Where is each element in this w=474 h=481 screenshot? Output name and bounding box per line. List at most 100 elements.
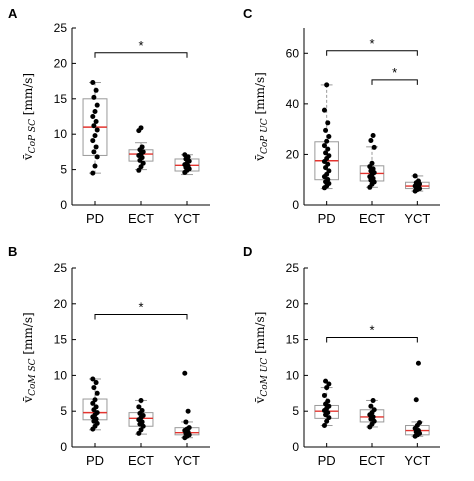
data-point xyxy=(321,392,327,398)
data-point xyxy=(93,144,99,150)
x-category-label: YCT xyxy=(404,211,430,226)
y-tick-label: 20 xyxy=(54,297,68,311)
data-point xyxy=(326,381,332,387)
y-tick-label: 15 xyxy=(286,333,300,347)
data-point xyxy=(325,176,331,182)
data-point xyxy=(324,138,330,144)
y-tick-label: 0 xyxy=(292,440,299,454)
data-point xyxy=(182,370,188,376)
x-category-label: PD xyxy=(86,211,104,226)
data-point xyxy=(94,102,100,108)
data-point xyxy=(324,418,330,424)
y-tick-label: 25 xyxy=(54,21,68,35)
data-point xyxy=(90,80,96,86)
data-point xyxy=(368,403,374,409)
data-point xyxy=(138,397,144,403)
panel-a: A 0 5 10 15 20 25 v̄CoP SC [mm/s] PD ECT YCT * xyxy=(8,6,210,226)
data-point xyxy=(417,420,423,426)
y-tick-label: 25 xyxy=(286,261,300,275)
y-tick-label: 5 xyxy=(292,404,299,418)
data-point xyxy=(326,415,332,421)
data-point xyxy=(93,380,99,386)
x-category-label: YCT xyxy=(174,211,200,226)
data-point xyxy=(369,160,375,166)
data-point xyxy=(368,138,374,144)
x-category-label: ECT xyxy=(359,211,385,226)
data-point xyxy=(90,376,96,382)
data-point xyxy=(92,397,98,403)
data-point xyxy=(93,87,99,93)
data-point xyxy=(412,173,418,179)
significance-star: * xyxy=(369,36,374,51)
data-point xyxy=(370,132,376,138)
significance-star: * xyxy=(138,38,143,53)
y-tick-label: 10 xyxy=(286,368,300,382)
data-point xyxy=(325,161,331,167)
y-tick-label: 5 xyxy=(60,163,67,177)
x-category-label: PD xyxy=(318,453,336,468)
panel-label: D xyxy=(243,244,252,259)
data-point xyxy=(323,150,329,156)
x-category-label: YCT xyxy=(174,453,200,468)
y-tick-label: 15 xyxy=(54,92,68,106)
data-point xyxy=(138,427,144,433)
x-category-label: ECT xyxy=(128,211,154,226)
panel-b: B 0 5 10 15 20 25 v̄CoM SC [mm/s] PD ECT YCT * xyxy=(8,244,210,468)
data-point xyxy=(91,385,97,391)
data-point xyxy=(94,127,100,133)
data-point xyxy=(90,170,96,176)
data-point xyxy=(93,404,99,410)
data-point xyxy=(324,385,330,391)
y-axis-label: v̄CoP UC [mm/s] xyxy=(253,72,270,162)
y-tick-label: 25 xyxy=(54,261,68,275)
data-point xyxy=(321,143,327,149)
data-point xyxy=(182,152,188,158)
data-point xyxy=(93,118,99,124)
data-point xyxy=(326,153,332,159)
y-tick-label: 20 xyxy=(286,147,300,161)
x-category-label: YCT xyxy=(404,453,430,468)
data-point xyxy=(415,178,421,184)
data-point xyxy=(139,407,145,413)
data-point xyxy=(91,149,97,155)
data-point xyxy=(326,168,332,174)
data-point xyxy=(371,407,377,413)
data-point xyxy=(185,408,191,414)
data-point xyxy=(321,107,327,113)
y-axis-label: v̄CoM UC [mm/s] xyxy=(253,312,270,405)
data-point xyxy=(323,127,329,133)
significance-bracket xyxy=(326,336,418,343)
x-category-label: ECT xyxy=(128,453,154,468)
data-point xyxy=(413,397,419,403)
data-point xyxy=(91,123,97,129)
data-point xyxy=(94,410,100,416)
y-axis-label: v̄CoM SC [mm/s] xyxy=(21,312,38,403)
data-point xyxy=(92,163,98,169)
y-tick-label: 5 xyxy=(60,404,67,418)
y-tick-label: 10 xyxy=(54,127,68,141)
significance-bracket xyxy=(94,314,188,320)
y-tick-label: 40 xyxy=(286,97,300,111)
y-tick-label: 0 xyxy=(60,440,67,454)
x-category-label: PD xyxy=(318,211,336,226)
data-point xyxy=(323,378,329,384)
data-point xyxy=(325,146,331,152)
data-point xyxy=(140,160,146,166)
data-point xyxy=(138,125,144,131)
y-tick-label: 20 xyxy=(286,297,300,311)
panel-label: C xyxy=(243,6,253,21)
data-point xyxy=(321,423,327,429)
y-tick-label: 60 xyxy=(286,46,300,60)
data-point xyxy=(90,400,96,406)
y-tick-label: 0 xyxy=(60,198,67,212)
data-point xyxy=(90,114,96,119)
data-point xyxy=(324,82,330,88)
y-tick-label: 20 xyxy=(54,56,68,70)
data-point xyxy=(136,430,142,436)
data-point xyxy=(91,94,97,100)
data-point xyxy=(371,144,377,150)
y-tick-label: 10 xyxy=(54,368,68,382)
data-point xyxy=(370,397,376,403)
panel-label: A xyxy=(8,6,18,21)
